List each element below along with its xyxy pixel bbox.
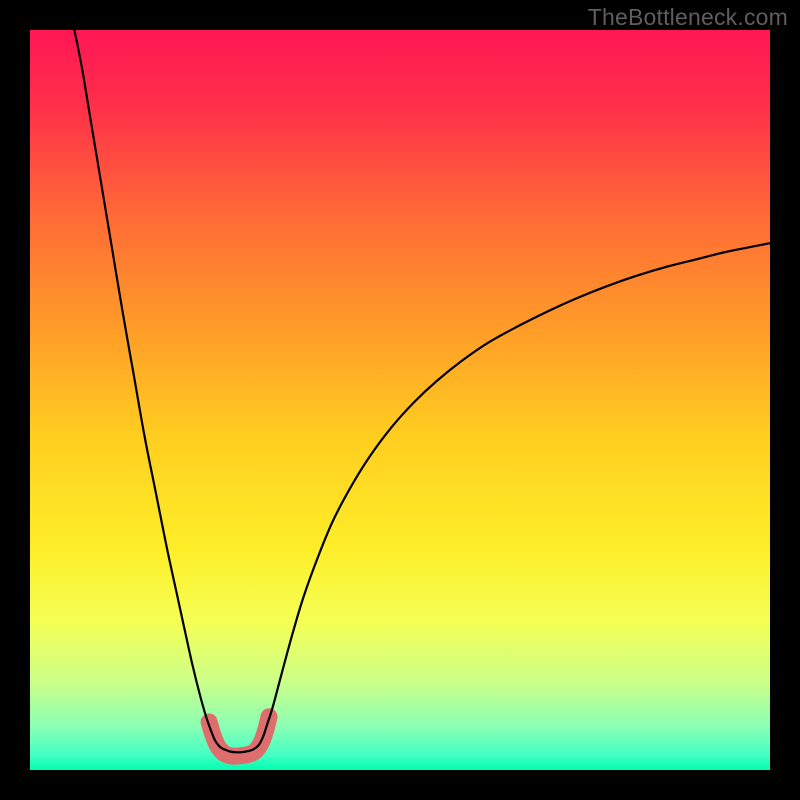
plot-area bbox=[30, 30, 770, 770]
watermark-text: TheBottleneck.com bbox=[588, 4, 788, 31]
bottleneck-curve bbox=[74, 30, 770, 752]
valley-blob bbox=[209, 717, 269, 756]
curve-layer bbox=[30, 30, 770, 770]
